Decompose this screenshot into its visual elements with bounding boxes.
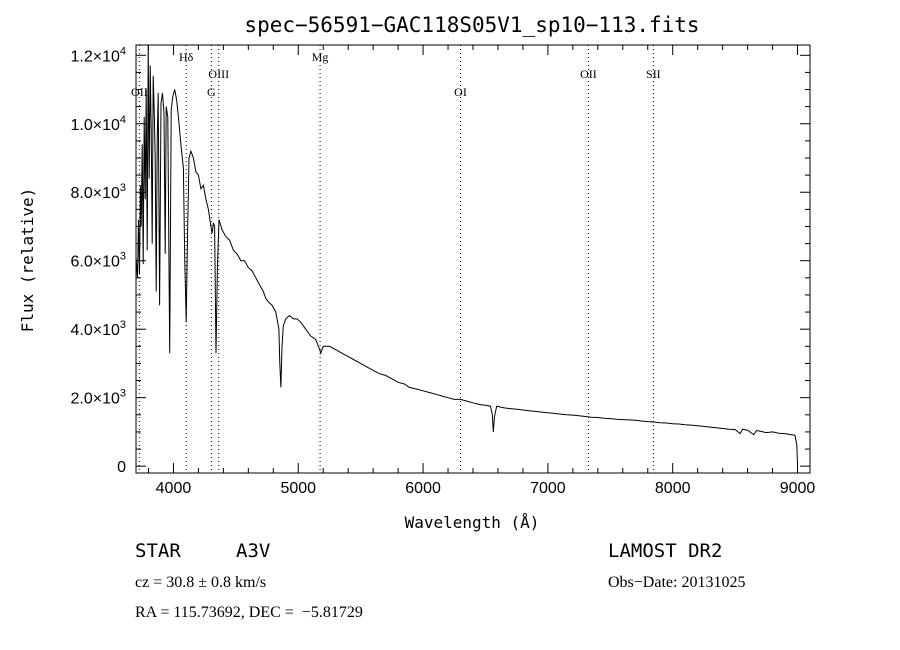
- x-axis-label: Wavelength (Å): [405, 513, 540, 532]
- y-tick-label: 1.2×104: [70, 45, 126, 65]
- line-marker-label: OII: [131, 85, 148, 99]
- coordinates-text: RA = 115.73692, DEC = −5.81729: [135, 604, 363, 621]
- y-axis: 0 2.0×103 4.0×103 6.0×103 8.0×103 1.0×104 1.2×…: [70, 45, 810, 476]
- x-axis: 4000 5000 6000 7000 8000 9000: [147, 45, 816, 497]
- plot-area: [136, 45, 798, 467]
- line-marker-label: SII: [646, 67, 661, 81]
- survey-name: LAMOST DR2: [608, 540, 723, 562]
- x-tick-label: 4000: [156, 480, 192, 497]
- chart-title: spec−56591−GAC118S05V1_sp10−113.fits: [244, 13, 699, 37]
- line-marker-label: G: [207, 85, 216, 99]
- y-tick-label: 6.0×103: [70, 251, 126, 271]
- obs-date: Obs−Date: 20131025: [608, 574, 746, 591]
- spectrum-chart: spec−56591−GAC118S05V1_sp10−113.fits 400…: [18, 13, 816, 532]
- y-axis-label: Flux (relative): [18, 188, 37, 333]
- y-tick-label: 2.0×103: [70, 388, 126, 408]
- object-type: STAR: [135, 540, 181, 562]
- redshift-text: cz = 30.8 ± 0.8 km/s: [135, 574, 267, 591]
- y-tick-label: 0: [117, 459, 126, 476]
- x-tick-label: 8000: [655, 480, 691, 497]
- subclass: A3V: [236, 540, 271, 562]
- y-tick-label: 4.0×103: [70, 319, 126, 339]
- line-marker-label: OIII: [208, 67, 229, 81]
- x-tick-label: 7000: [530, 480, 566, 497]
- x-tick-label: 6000: [405, 480, 441, 497]
- plot-frame: [135, 44, 811, 474]
- line-marker-label: OII: [580, 67, 597, 81]
- x-tick-label: 9000: [780, 480, 816, 497]
- y-tick-label: 8.0×103: [70, 182, 126, 202]
- y-tick-label: 1.0×104: [70, 114, 126, 134]
- line-marker-label: Mg: [312, 50, 329, 64]
- x-tick-label: 5000: [280, 480, 316, 497]
- line-marker-label: Hδ: [179, 50, 194, 64]
- line-marker-label: OI: [454, 85, 467, 99]
- spectrum-line: [136, 45, 798, 467]
- spectral-line-markers: OII Hδ OIII G Mg OI OII SII: [131, 45, 661, 473]
